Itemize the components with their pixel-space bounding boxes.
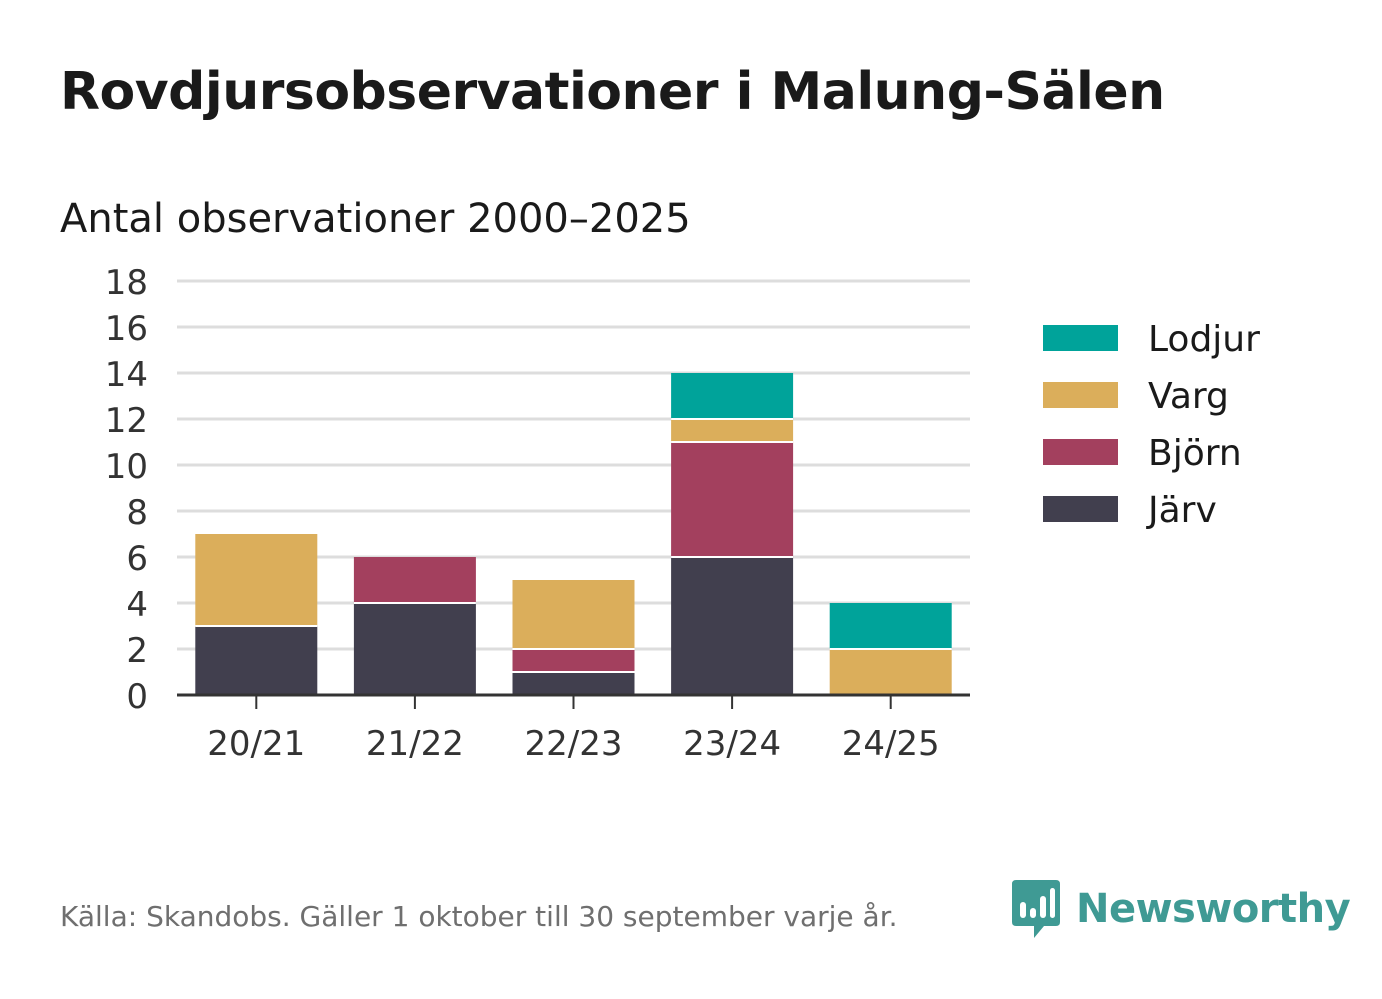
x-tick-label: 20/21 — [207, 724, 305, 764]
bar-segment-järv[interactable] — [195, 626, 318, 695]
y-tick-label: 6 — [126, 539, 148, 579]
legend-label-varg: Varg — [1148, 376, 1229, 417]
bar-segment-lodjur[interactable] — [671, 373, 794, 419]
legend-swatch-varg — [1043, 382, 1118, 408]
bars — [195, 373, 952, 695]
y-tick-label: 14 — [105, 355, 148, 395]
bar-segment-varg[interactable] — [512, 580, 635, 649]
y-tick-label: 18 — [105, 263, 148, 303]
chart-subtitle: Antal observationer 2000–2025 — [60, 196, 691, 242]
y-tick-label: 2 — [126, 631, 148, 671]
chart-title: Rovdjursobservationer i Malung-Sälen — [60, 62, 1165, 122]
legend-swatch-björn — [1043, 439, 1118, 465]
bar-segment-björn[interactable] — [512, 649, 635, 672]
bar-segment-järv[interactable] — [671, 557, 794, 695]
axes: 0 2 4 6 8 10 12 14 16 18 20/21 21/22 22/23 23/24 24/25 — [105, 263, 970, 764]
brand-logo[interactable]: Newsworthy — [1010, 878, 1351, 940]
legend-label-lodjur: Lodjur — [1148, 319, 1260, 360]
bar-segment-järv[interactable] — [512, 672, 635, 695]
bar-segment-varg[interactable] — [671, 419, 794, 442]
legend-swatch-järv — [1043, 496, 1118, 522]
bar-segment-björn[interactable] — [671, 442, 794, 557]
bar-segment-björn[interactable] — [353, 557, 476, 603]
y-tick-label: 16 — [105, 309, 148, 349]
bar-segment-varg[interactable] — [195, 534, 318, 626]
legend-label-björn: Björn — [1148, 433, 1242, 474]
newsworthy-logo-icon — [1012, 880, 1060, 938]
gridlines — [177, 279, 970, 651]
bar-segment-lodjur[interactable] — [829, 603, 952, 649]
legend-swatch-lodjur — [1043, 325, 1118, 351]
legend-label-järv: Järv — [1146, 490, 1217, 531]
brand-name: Newsworthy — [1076, 886, 1351, 932]
legend: Lodjur Varg Björn Järv — [1043, 319, 1260, 531]
x-tick-label: 21/22 — [366, 724, 464, 764]
y-tick-label: 8 — [126, 493, 148, 533]
y-tick-label: 10 — [105, 447, 148, 487]
bar-segment-järv[interactable] — [353, 603, 476, 695]
y-tick-label: 0 — [126, 677, 148, 717]
x-tick-label: 22/23 — [525, 724, 623, 764]
y-tick-label: 4 — [126, 585, 148, 625]
y-tick-label: 12 — [105, 401, 148, 441]
source-note: Källa: Skandobs. Gäller 1 oktober till 3… — [60, 900, 898, 933]
bar-segment-varg[interactable] — [829, 649, 952, 695]
x-tick-label: 23/24 — [683, 724, 781, 764]
x-tick-label: 24/25 — [842, 724, 940, 764]
